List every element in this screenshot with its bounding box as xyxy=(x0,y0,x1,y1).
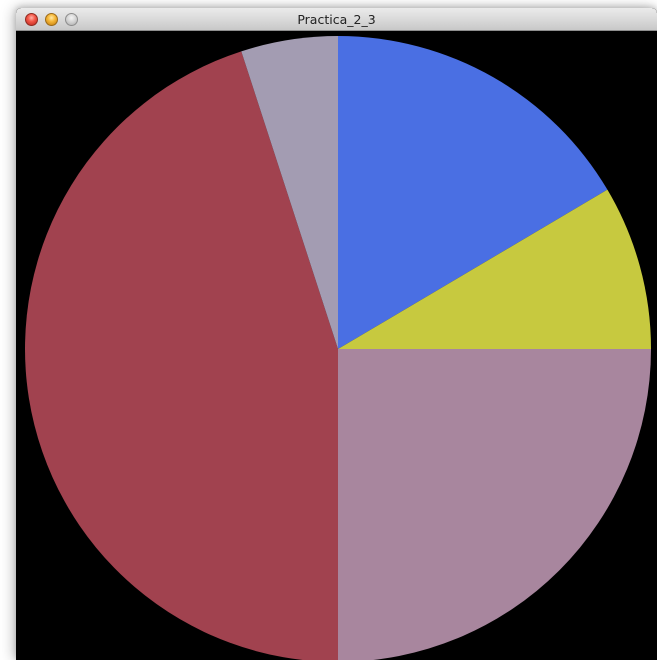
pie-slice-3 xyxy=(338,349,651,660)
pie-slice-2 xyxy=(338,189,651,349)
close-button[interactable] xyxy=(25,13,38,26)
pie-slice-1 xyxy=(338,36,608,349)
pie-chart xyxy=(25,36,651,660)
window-title: Practica_2_3 xyxy=(297,12,376,27)
sketch-canvas xyxy=(16,31,657,660)
pie-slice-5 xyxy=(241,36,338,349)
app-window: Practica_2_3 xyxy=(16,8,657,660)
pie-slice-4 xyxy=(25,51,338,660)
title-bar[interactable]: Practica_2_3 xyxy=(16,8,657,31)
minimize-button[interactable] xyxy=(45,13,58,26)
zoom-button[interactable] xyxy=(65,13,78,26)
